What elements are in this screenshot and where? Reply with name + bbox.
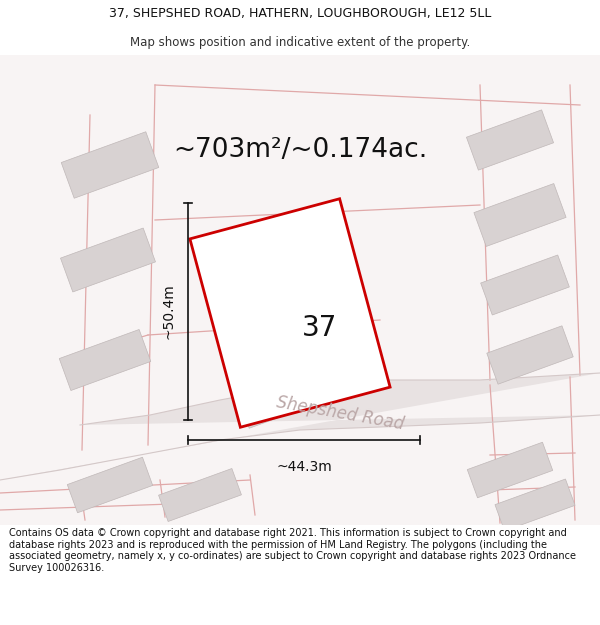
Polygon shape	[495, 479, 575, 531]
Text: ~703m²/~0.174ac.: ~703m²/~0.174ac.	[173, 137, 427, 163]
Polygon shape	[467, 442, 553, 498]
Polygon shape	[59, 329, 151, 391]
Polygon shape	[474, 184, 566, 246]
Polygon shape	[236, 362, 334, 428]
Text: Contains OS data © Crown copyright and database right 2021. This information is : Contains OS data © Crown copyright and d…	[9, 528, 576, 573]
Polygon shape	[158, 469, 241, 521]
Polygon shape	[487, 326, 573, 384]
Text: Shepshed Road: Shepshed Road	[275, 393, 405, 433]
Polygon shape	[466, 110, 554, 170]
Polygon shape	[61, 228, 155, 292]
Text: 37, SHEPSHED ROAD, HATHERN, LOUGHBOROUGH, LE12 5LL: 37, SHEPSHED ROAD, HATHERN, LOUGHBOROUGH…	[109, 8, 491, 20]
Polygon shape	[481, 255, 569, 315]
Text: ~50.4m: ~50.4m	[162, 284, 176, 339]
Polygon shape	[67, 458, 153, 512]
Polygon shape	[61, 132, 159, 198]
Polygon shape	[190, 199, 390, 428]
Polygon shape	[0, 373, 600, 480]
Text: 37: 37	[302, 314, 338, 342]
Polygon shape	[239, 290, 341, 360]
Text: ~44.3m: ~44.3m	[276, 460, 332, 474]
Text: Map shows position and indicative extent of the property.: Map shows position and indicative extent…	[130, 36, 470, 49]
